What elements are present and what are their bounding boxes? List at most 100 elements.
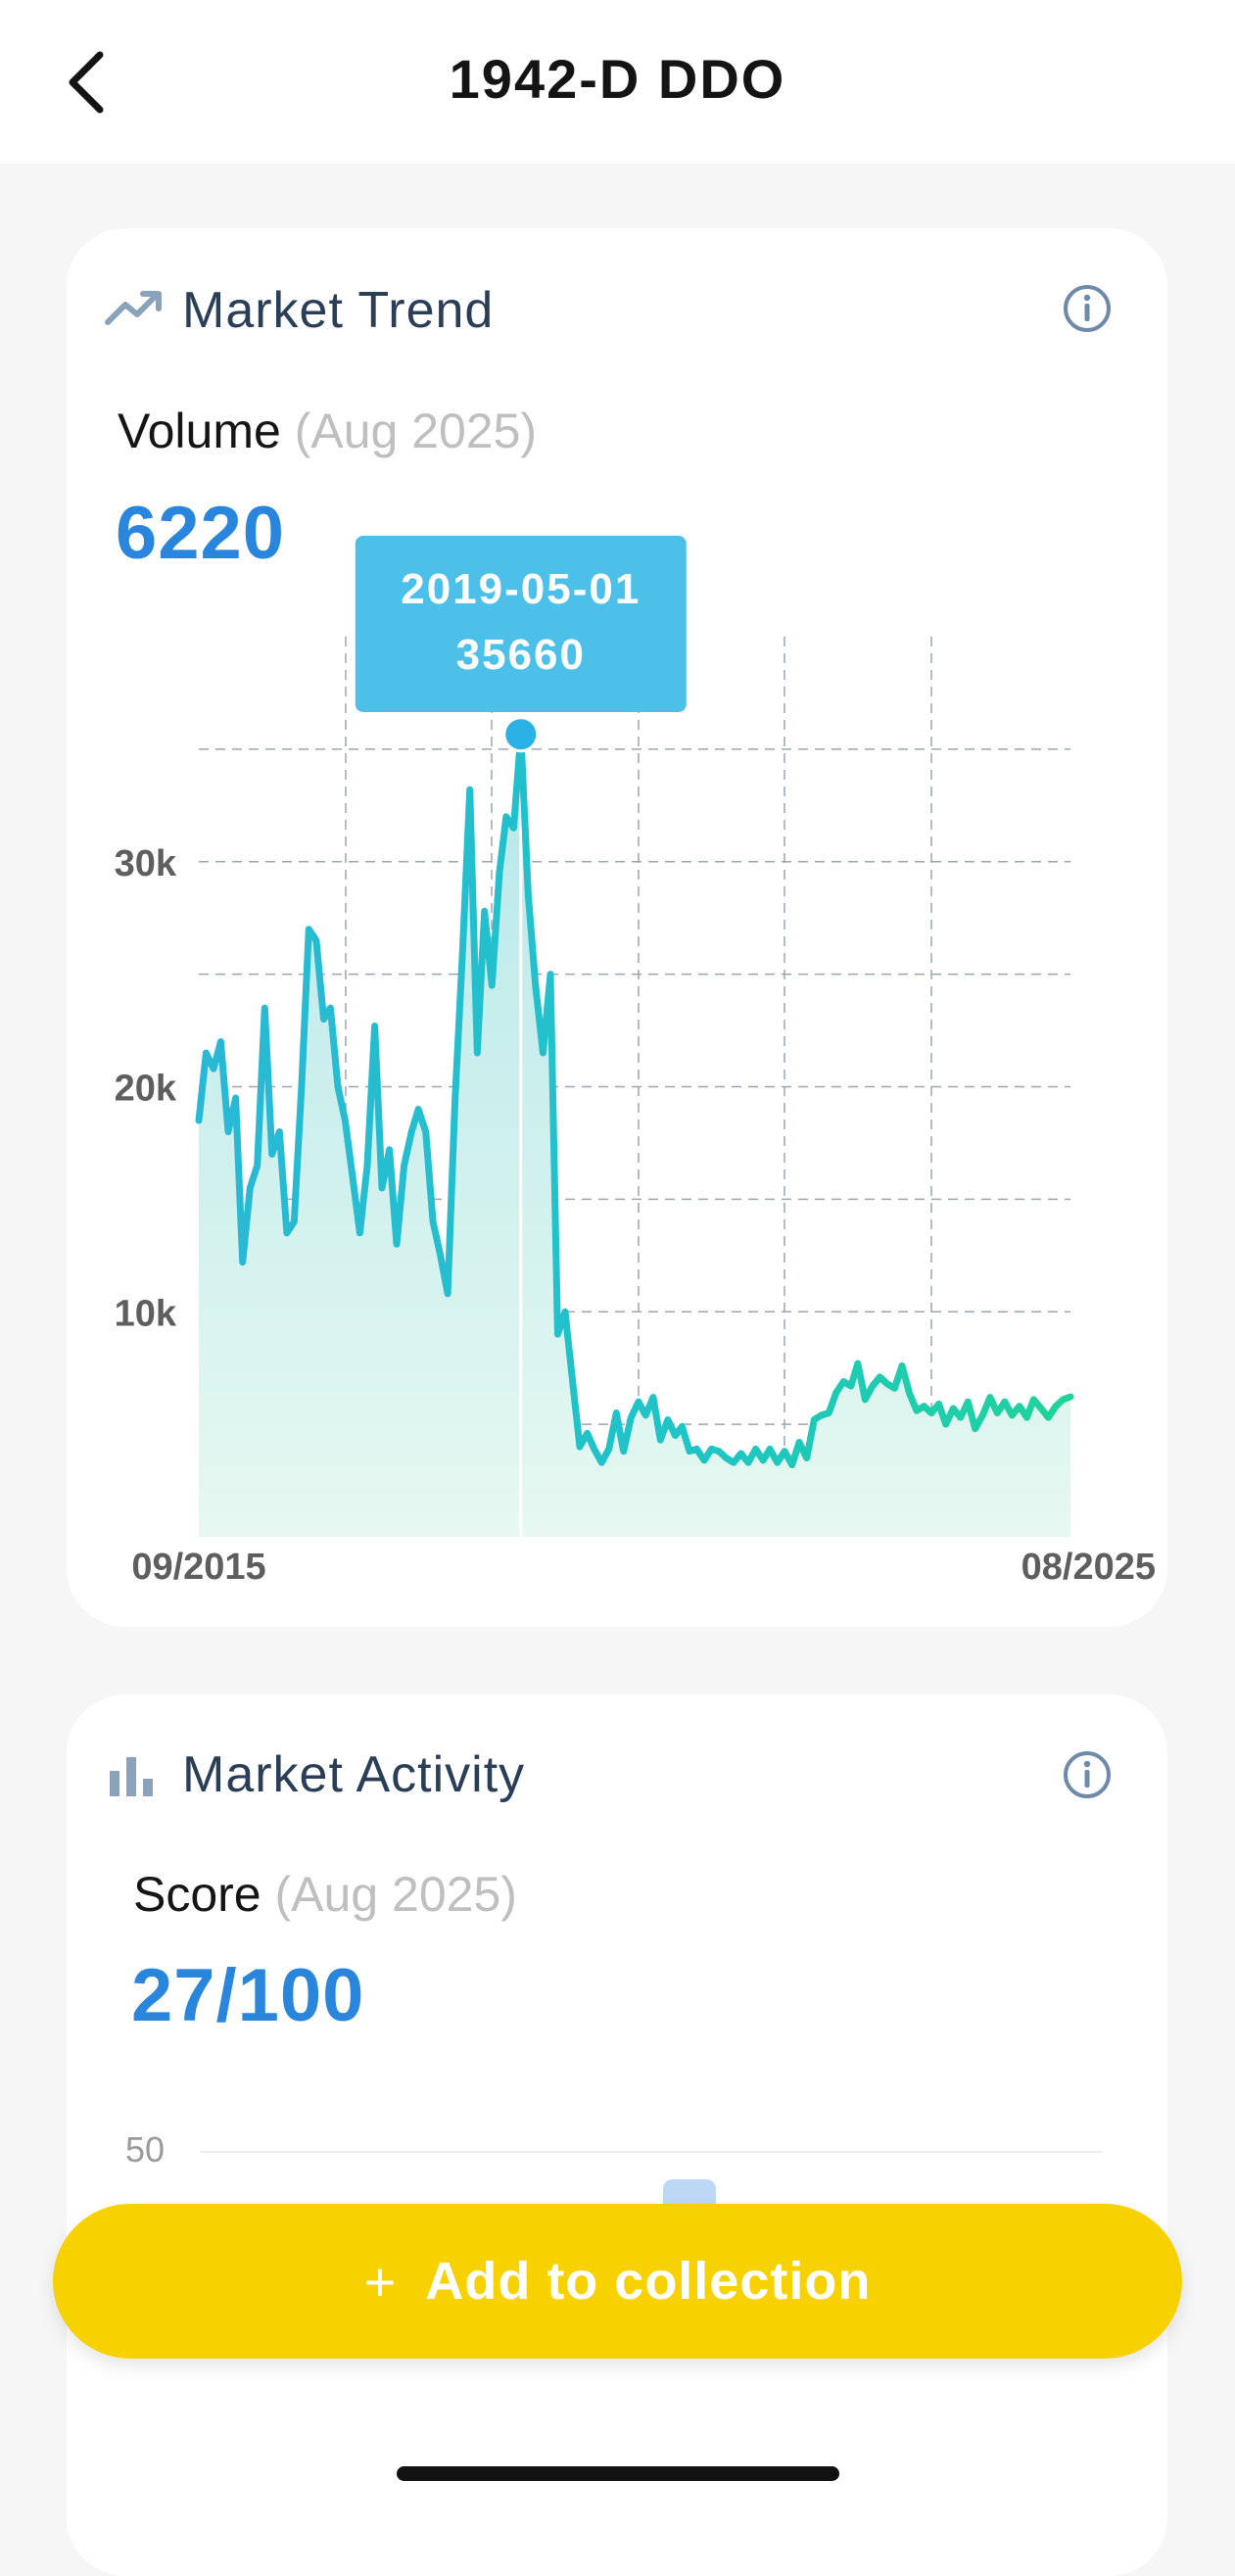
data-point bbox=[321, 1017, 327, 1023]
data-point bbox=[973, 1426, 978, 1432]
data-point bbox=[482, 908, 488, 914]
data-point bbox=[745, 1459, 751, 1465]
data-point bbox=[650, 1395, 656, 1401]
data-point bbox=[891, 1385, 897, 1391]
data-point bbox=[217, 1039, 223, 1045]
data-point bbox=[621, 1449, 627, 1455]
data-point bbox=[716, 1449, 722, 1455]
metric-period: (Aug 2025) bbox=[274, 1867, 517, 1922]
volume-label: Volume (Aug 2025) bbox=[118, 403, 537, 459]
data-point bbox=[1017, 1404, 1022, 1409]
data-point bbox=[452, 1095, 458, 1101]
data-point bbox=[313, 937, 319, 943]
data-point bbox=[387, 1147, 393, 1153]
data-point bbox=[870, 1383, 876, 1389]
data-point bbox=[459, 949, 465, 955]
data-point bbox=[342, 1118, 348, 1123]
data-point bbox=[299, 1084, 305, 1090]
data-point bbox=[335, 1084, 341, 1090]
bar-chart-icon bbox=[110, 1757, 153, 1796]
data-point bbox=[372, 1023, 378, 1028]
data-point bbox=[408, 1128, 414, 1134]
data-point bbox=[767, 1446, 773, 1452]
info-icon[interactable] bbox=[1062, 1749, 1113, 1800]
data-point bbox=[364, 1163, 370, 1169]
data-point bbox=[613, 1410, 619, 1416]
data-point bbox=[467, 787, 473, 792]
data-point bbox=[606, 1446, 612, 1452]
add-to-collection-button[interactable]: + Add to collection bbox=[53, 2204, 1182, 2359]
data-point bbox=[497, 870, 502, 876]
data-point bbox=[994, 1410, 1000, 1416]
back-button[interactable] bbox=[59, 49, 114, 116]
market-activity-title: Market Activity bbox=[182, 1746, 526, 1803]
data-point bbox=[782, 1449, 787, 1455]
data-point bbox=[598, 1459, 604, 1465]
data-point bbox=[203, 1050, 209, 1056]
data-point bbox=[855, 1360, 861, 1366]
data-point bbox=[547, 972, 553, 978]
metric-name: Score bbox=[133, 1867, 261, 1922]
activity-axis-label: 50 bbox=[125, 2129, 166, 2170]
data-point bbox=[1068, 1394, 1073, 1400]
volume-value: 6220 bbox=[116, 492, 286, 575]
activity-gridline bbox=[200, 2151, 1103, 2153]
data-point bbox=[899, 1362, 905, 1368]
data-point bbox=[196, 1118, 202, 1123]
page-title: 1942-D DDO bbox=[449, 48, 786, 110]
y-tick-label: 20k bbox=[115, 1069, 177, 1110]
data-point bbox=[936, 1401, 942, 1407]
data-point bbox=[877, 1374, 882, 1380]
data-point bbox=[673, 1433, 679, 1439]
data-point bbox=[819, 1412, 825, 1418]
data-point bbox=[642, 1412, 648, 1418]
data-point bbox=[379, 1185, 385, 1191]
data-point bbox=[965, 1399, 971, 1405]
home-indicator bbox=[397, 2466, 839, 2481]
score-label: Score (Aug 2025) bbox=[133, 1866, 517, 1923]
data-point bbox=[225, 1128, 231, 1134]
data-point bbox=[1038, 1406, 1044, 1411]
data-point bbox=[569, 1376, 575, 1382]
data-point bbox=[489, 982, 495, 988]
tooltip-value: 35660 bbox=[456, 631, 586, 679]
data-point bbox=[415, 1106, 421, 1112]
plus-icon: + bbox=[363, 2250, 397, 2313]
data-point bbox=[1002, 1399, 1008, 1405]
y-tick-label: 10k bbox=[115, 1293, 177, 1334]
data-point bbox=[921, 1404, 926, 1409]
data-point bbox=[240, 1260, 246, 1265]
data-point bbox=[679, 1423, 685, 1429]
data-point bbox=[906, 1390, 912, 1396]
data-point bbox=[840, 1378, 846, 1384]
data-point bbox=[1060, 1397, 1066, 1403]
data-point bbox=[402, 1163, 407, 1169]
data-point bbox=[1053, 1404, 1059, 1409]
data-point bbox=[693, 1446, 699, 1452]
info-icon[interactable] bbox=[1062, 283, 1113, 334]
data-point bbox=[1045, 1414, 1051, 1420]
data-point bbox=[928, 1410, 934, 1416]
x-tick-label-end: 08/2025 bbox=[1021, 1547, 1156, 1588]
data-point bbox=[1024, 1414, 1030, 1420]
chart-tooltip: 2019-05-01 35660 bbox=[355, 536, 687, 712]
data-point bbox=[753, 1446, 759, 1452]
volume-chart: 10k 20k 30k 09/2015 08/2025 2019-05-01 35660 bbox=[115, 536, 1156, 1588]
data-point bbox=[796, 1440, 802, 1446]
data-point bbox=[284, 1230, 290, 1236]
data-point bbox=[848, 1383, 854, 1389]
tooltip-date: 2019-05-01 bbox=[401, 565, 641, 613]
highlight-point bbox=[502, 716, 540, 753]
data-point bbox=[255, 1163, 261, 1169]
market-activity-card: Market Activity Score (Aug 2025) 27/100 … bbox=[67, 1694, 1167, 2576]
data-point bbox=[291, 1218, 297, 1224]
data-point bbox=[811, 1417, 817, 1423]
data-point bbox=[356, 1230, 362, 1236]
data-point bbox=[503, 814, 509, 820]
data-point bbox=[445, 1291, 451, 1297]
market-trend-title: Market Trend bbox=[182, 282, 495, 339]
data-point bbox=[438, 1253, 444, 1259]
data-point bbox=[862, 1397, 868, 1403]
data-point bbox=[306, 927, 311, 932]
data-point bbox=[731, 1459, 736, 1465]
